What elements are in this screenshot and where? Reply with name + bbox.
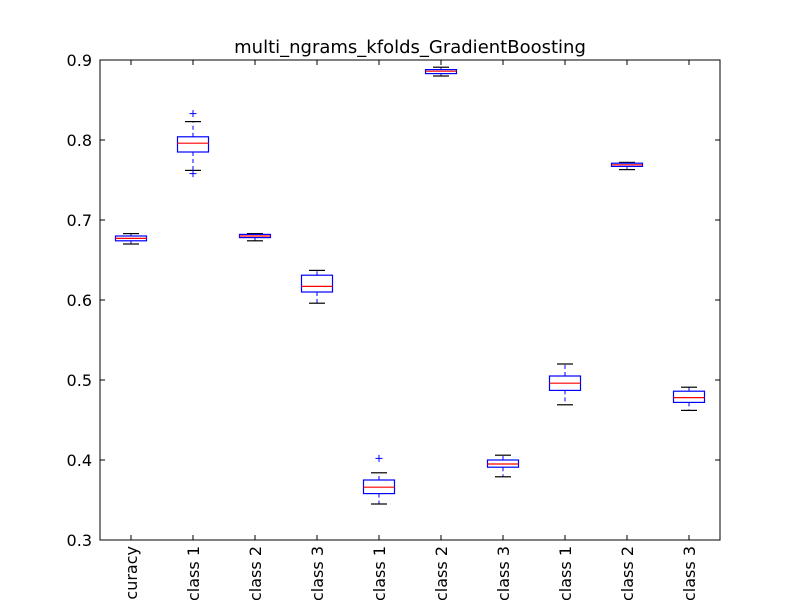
y-tick-label: 0.5 (67, 371, 92, 390)
x-tick-label: class 1 (556, 546, 575, 600)
box-body (672, 390, 706, 404)
x-tick-label: class 1 (370, 546, 389, 600)
y-tick-label: 0.8 (67, 131, 92, 150)
y-tick-label: 0.6 (67, 291, 92, 310)
x-tick-label: class 3 (308, 546, 327, 600)
y-tick-label: 0.4 (67, 451, 92, 470)
y-tick-label: 0.9 (67, 51, 92, 70)
x-tick-label: class 1 (184, 546, 203, 600)
x-tick-label: curacy (122, 546, 141, 600)
y-tick-label: 0.3 (67, 531, 92, 550)
box-body (300, 274, 334, 293)
x-tick-label: class 2 (246, 546, 265, 600)
y-tick-label: 0.7 (67, 211, 92, 230)
chart-title: multi_ngrams_kfolds_GradientBoosting (234, 37, 586, 58)
axes-frame (99, 59, 721, 541)
box-body (176, 136, 210, 153)
x-tick-label: class 3 (494, 546, 513, 600)
plot-area: 0.3 0.4 0.5 0.6 0.7 0.8 0.9 curacy class 1 class … (67, 51, 721, 600)
x-tick-label: class 2 (618, 546, 637, 600)
x-tick-label: class 3 (680, 546, 699, 600)
x-tick-label: class 2 (432, 546, 451, 600)
